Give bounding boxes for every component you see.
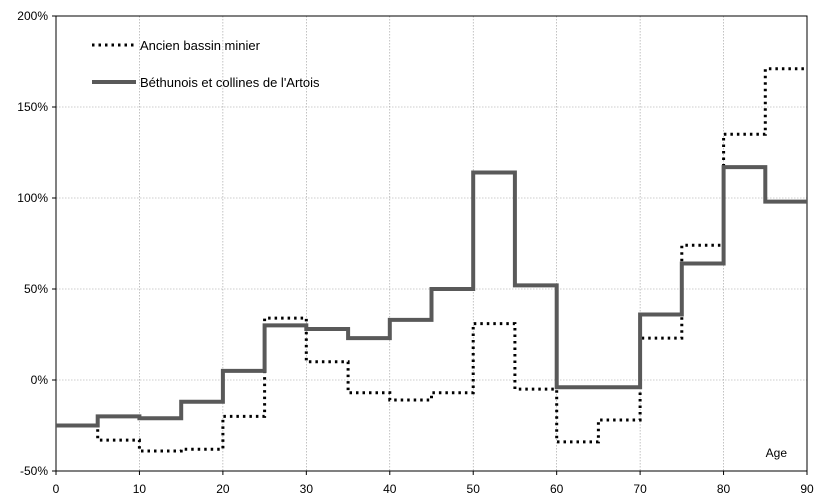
x-tick-label: 0 [53,482,60,496]
x-tick-label: 60 [550,482,564,496]
x-tick-label: 80 [717,482,731,496]
y-tick-label: 50% [24,282,48,296]
y-tick-label: 100% [17,191,48,205]
legend: Ancien bassin minier Béthunois et colline… [92,38,320,90]
series-line-1 [56,67,807,453]
plot-area-frame [55,15,808,472]
x-axis-label: Age [766,446,788,460]
series-line-2 [56,165,807,428]
y-tick-label: -50% [20,464,48,478]
series-layer [56,67,807,453]
x-tick-label: 30 [300,482,314,496]
x-tick-label: 90 [800,482,814,496]
axis-ticks: 0 10 20 30 40 50 60 70 80 90 -50% 0% 50% 100% 150% 200% [17,9,814,496]
y-tick-label: 150% [17,100,48,114]
y-tick-label: 0% [31,373,49,387]
x-tick-label: 10 [133,482,147,496]
x-tick-label: 50 [467,482,481,496]
x-tick-label: 40 [383,482,397,496]
legend-label-1: Ancien bassin minier [140,38,261,53]
x-tick-label: 20 [216,482,230,496]
legend-label-2: Béthunois et collines de l'Artois [140,75,320,90]
y-tick-label: 200% [17,9,48,23]
x-tick-label: 70 [633,482,647,496]
